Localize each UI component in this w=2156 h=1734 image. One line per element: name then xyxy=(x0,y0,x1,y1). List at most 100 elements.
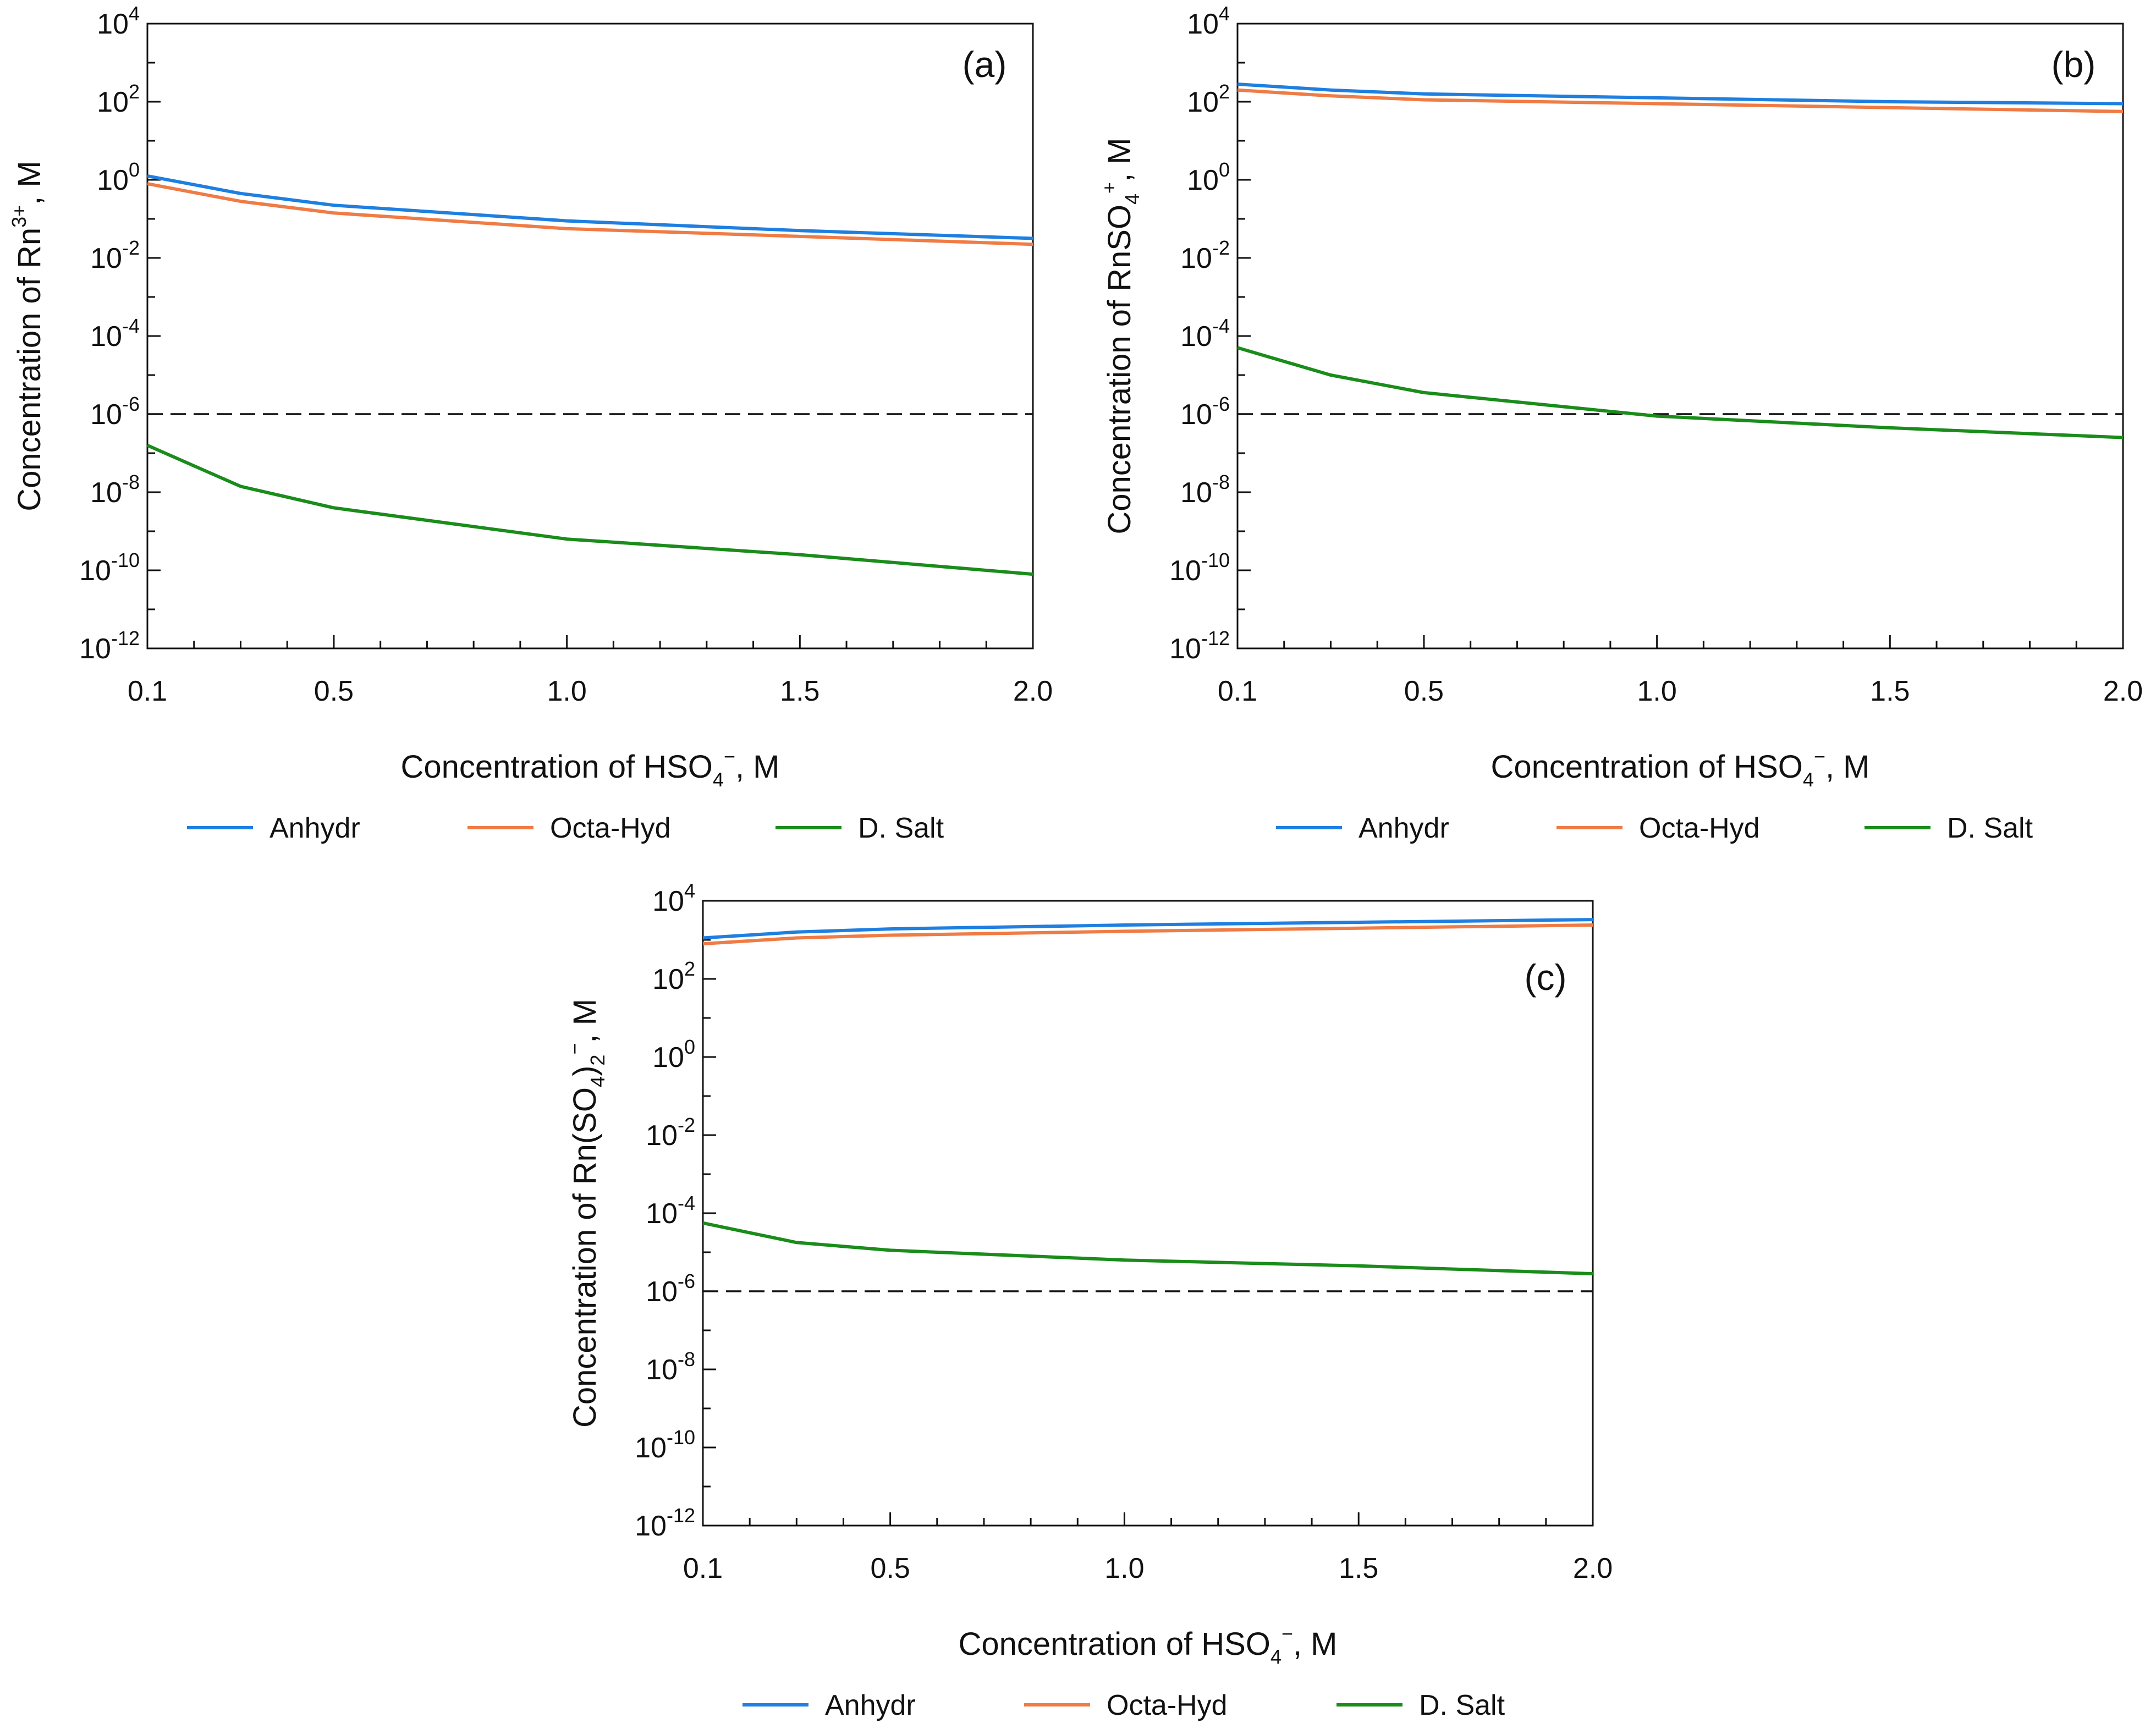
y-tick-exponent: -10 xyxy=(1201,549,1230,571)
x-tick-label: 1.0 xyxy=(1104,1553,1144,1584)
y-tick-exponent: -6 xyxy=(678,1270,695,1292)
panel-label: (b) xyxy=(2052,44,2096,85)
legend-label-d-salt: D. Salt xyxy=(1419,1689,1505,1721)
y-tick-base: 10 xyxy=(90,399,122,431)
y-tick-label: 10-10 xyxy=(635,1426,695,1464)
y-tick-exponent: -8 xyxy=(1212,471,1230,493)
series-line-octa-hyd xyxy=(702,923,1593,946)
y-tick-base: 10 xyxy=(652,885,684,917)
y-tick-exponent: -4 xyxy=(1212,315,1230,337)
y-tick-exponent: -8 xyxy=(122,471,140,493)
x-title-suffix: , M xyxy=(735,749,780,785)
y-title-sub2: 2 xyxy=(586,1055,609,1066)
y-tick-exponent: -2 xyxy=(678,1114,695,1136)
y-tick-label: 10-12 xyxy=(1169,627,1230,665)
x-title-sub: 4 xyxy=(1803,768,1814,791)
x-title-sub: 4 xyxy=(1270,1645,1282,1668)
y-tick-exponent: 0 xyxy=(129,158,140,181)
y-tick-exponent: 4 xyxy=(1219,2,1230,25)
y-tick-exponent: -8 xyxy=(678,1348,695,1370)
x-title-sup: − xyxy=(724,745,735,768)
y-tick-base: 10 xyxy=(646,1354,678,1386)
x-tick-label: 0.5 xyxy=(1404,675,1444,707)
panel-a: 0.1 0.5 1.0 1.5 2.010410210010-210-410-610-8… xyxy=(8,2,1053,844)
y-tick-exponent: -10 xyxy=(667,1426,695,1449)
y-tick-exponent: -6 xyxy=(122,393,140,415)
legend-label-anhydr: Anhydr xyxy=(1358,812,1449,844)
y-tick-base: 10 xyxy=(1180,477,1212,509)
y-tick-exponent: 0 xyxy=(684,1036,695,1058)
y-tick-base: 10 xyxy=(1169,555,1201,587)
y-tick-label: 10-4 xyxy=(90,315,140,353)
y-tick-label: 10-2 xyxy=(90,236,140,274)
y-tick-label: 10-8 xyxy=(1180,471,1230,509)
y-tick-exponent: -4 xyxy=(678,1192,695,1214)
legend-label-octa-hyd: Octa-Hyd xyxy=(1639,812,1760,844)
y-title-sup: − xyxy=(563,1043,586,1055)
plot-frame xyxy=(702,900,1594,1527)
y-tick-label: 100 xyxy=(97,158,140,196)
y-tick-base: 10 xyxy=(1169,633,1201,665)
y-tick-base: 10 xyxy=(1187,8,1219,40)
y-tick-label: 100 xyxy=(652,1036,695,1074)
y-tick-base: 10 xyxy=(646,1120,678,1152)
plot-frame xyxy=(146,23,1034,649)
y-tick-exponent: -6 xyxy=(1212,393,1230,415)
y-tick-base: 10 xyxy=(1180,243,1212,274)
y-tick-exponent: -2 xyxy=(122,236,140,259)
y-tick-base: 10 xyxy=(652,1042,684,1074)
y-title-suffix: , M xyxy=(1102,137,1137,182)
series-line-anhydr xyxy=(147,174,1033,240)
y-tick-base: 10 xyxy=(635,1510,667,1542)
series-line-anhydr xyxy=(1237,82,2124,106)
y-tick-base: 10 xyxy=(90,243,122,274)
y-tick-label: 10-10 xyxy=(1169,549,1230,587)
series-line-anhydr xyxy=(702,918,1593,940)
x-axis-title: Concentration of HSO4−, M xyxy=(958,1622,1337,1668)
x-axis-title: Concentration of HSO4−, M xyxy=(1491,745,1869,791)
x-tick-label: 2.0 xyxy=(1573,1553,1613,1584)
y-tick-base: 10 xyxy=(90,477,122,509)
x-title-sup: − xyxy=(1282,1622,1293,1645)
y-tick-exponent: -12 xyxy=(667,1504,695,1527)
y-title-main: Concentration of Rn(SO xyxy=(567,1087,603,1428)
y-axis-title: Concentration of Rn(SO4)2−, M xyxy=(563,999,609,1428)
y-tick-label: 10-8 xyxy=(90,471,140,509)
y-axis-title: Concentration of RnSO4+, M xyxy=(1098,137,1143,534)
panel-label: (a) xyxy=(963,44,1007,85)
x-title-suffix: , M xyxy=(1293,1626,1338,1662)
y-title-sub: 4 xyxy=(1121,194,1143,205)
y-tick-base: 10 xyxy=(79,555,111,587)
y-tick-label: 10-8 xyxy=(646,1348,695,1386)
y-title-suffix: , M xyxy=(567,999,603,1043)
legend-label-anhydr: Anhydr xyxy=(270,812,360,844)
y-tick-label: 104 xyxy=(1187,2,1230,40)
x-tick-label: 2.0 xyxy=(1013,675,1053,707)
series-line-d-salt xyxy=(702,1221,1593,1276)
y-tick-base: 10 xyxy=(635,1432,667,1464)
x-title-main: Concentration of HSO xyxy=(1491,749,1802,785)
y-tick-base: 10 xyxy=(90,321,122,353)
y-tick-label: 100 xyxy=(1187,158,1230,196)
x-title-main: Concentration of HSO xyxy=(400,749,712,785)
x-tick-label: 1.5 xyxy=(780,675,820,707)
y-title-suffix: , M xyxy=(12,161,47,205)
y-tick-label: 10-6 xyxy=(90,393,140,431)
y-tick-base: 10 xyxy=(646,1198,678,1230)
y-title-sup: + xyxy=(1098,182,1120,194)
y-tick-label: 102 xyxy=(652,957,695,995)
legend-label-d-salt: D. Salt xyxy=(858,812,944,844)
y-tick-label: 102 xyxy=(97,80,140,118)
y-tick-exponent: 2 xyxy=(1219,80,1230,103)
y-tick-label: 10-12 xyxy=(635,1504,695,1542)
y-tick-label: 10-6 xyxy=(646,1270,695,1308)
y-tick-base: 10 xyxy=(97,86,129,118)
y-tick-base: 10 xyxy=(1187,86,1219,118)
y-tick-label: 10-4 xyxy=(1180,315,1230,353)
panel-label: (c) xyxy=(1525,957,1567,998)
x-tick-label: 0.1 xyxy=(128,675,167,707)
y-tick-exponent: -2 xyxy=(1212,236,1230,259)
series-line-d-salt xyxy=(146,444,1033,576)
y-tick-exponent: 2 xyxy=(684,957,695,980)
